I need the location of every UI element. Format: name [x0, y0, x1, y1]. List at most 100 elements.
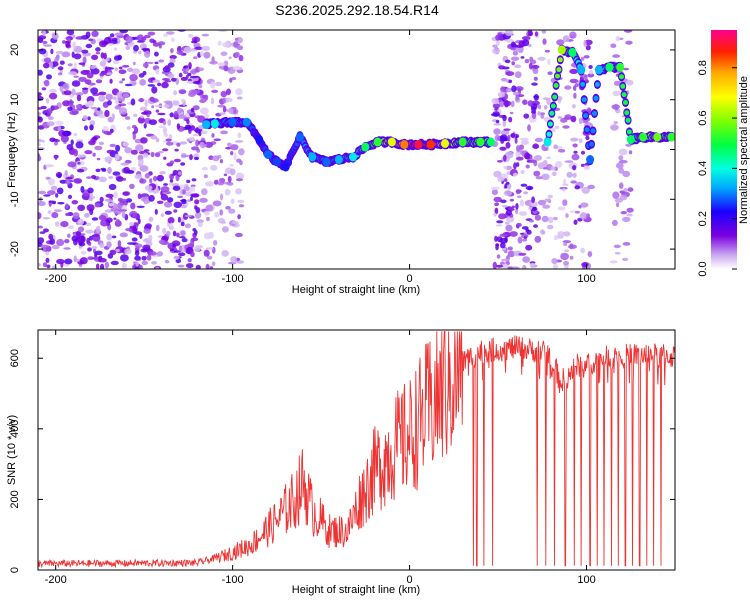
- speckle: [47, 190, 56, 196]
- speckle: [155, 104, 163, 108]
- speckle: [67, 194, 73, 199]
- speckle: [163, 133, 169, 137]
- speckle: [532, 206, 537, 212]
- speckle: [494, 235, 498, 242]
- speckle: [235, 88, 243, 96]
- speckle: [101, 168, 107, 172]
- speckle: [585, 135, 590, 141]
- speckle: [53, 209, 63, 213]
- ridge-point: [476, 137, 485, 147]
- speckle: [49, 88, 57, 93]
- speckle: [563, 178, 567, 185]
- speckle: [205, 204, 214, 212]
- speckle: [507, 134, 511, 142]
- speckle: [169, 173, 175, 180]
- speckle: [115, 218, 120, 224]
- speckle: [547, 58, 551, 66]
- speckle: [115, 98, 119, 105]
- speckle: [190, 251, 195, 258]
- speckle: [518, 211, 528, 217]
- speckle: [527, 186, 532, 191]
- speckle: [616, 202, 620, 208]
- speckle: [65, 177, 73, 180]
- speckle: [623, 30, 633, 33]
- speckle: [44, 57, 51, 64]
- speckle: [515, 47, 520, 52]
- speckle: [524, 152, 531, 160]
- speckle: [234, 140, 244, 143]
- speckle: [572, 143, 578, 148]
- speckle: [38, 107, 43, 110]
- speckle: [65, 212, 71, 217]
- speckle: [515, 150, 521, 158]
- speckle: [136, 40, 145, 43]
- speckle: [54, 154, 58, 161]
- ridge-point: [414, 140, 423, 149]
- speckle: [134, 126, 139, 134]
- speckle: [505, 87, 513, 93]
- speckle: [155, 266, 160, 269]
- speckle: [186, 179, 191, 184]
- speckle: [580, 150, 586, 155]
- speckle: [531, 196, 535, 203]
- speckle: [170, 48, 174, 54]
- speckle: [618, 159, 628, 164]
- ridge-point: [349, 152, 357, 162]
- speckle: [60, 221, 69, 228]
- speckle: [562, 183, 569, 186]
- speckle: [73, 45, 83, 53]
- speckle: [537, 104, 542, 110]
- speckle: [534, 31, 539, 37]
- speckle: [180, 162, 186, 166]
- speckle: [199, 99, 207, 103]
- speckle: [55, 120, 64, 125]
- speckle: [569, 255, 574, 260]
- speckle: [130, 149, 138, 155]
- colorbar-gradient: [711, 30, 737, 269]
- speckle: [180, 76, 188, 81]
- speckle: [43, 44, 53, 47]
- speckle: [560, 117, 568, 123]
- speckle: [88, 85, 92, 91]
- speckle: [206, 216, 210, 222]
- speckle: [612, 219, 618, 226]
- speckle: [78, 242, 86, 247]
- speckle: [54, 139, 60, 143]
- speckle: [510, 100, 515, 108]
- speckle: [585, 45, 591, 51]
- speckle: [234, 232, 243, 238]
- speckle: [194, 205, 198, 210]
- colorbar-tick-label: 0.2: [697, 211, 709, 226]
- x-tick-label: 0: [407, 273, 413, 285]
- speckle: [92, 152, 96, 157]
- speckle: [522, 264, 527, 269]
- speckle: [172, 230, 177, 237]
- speckle: [87, 247, 92, 252]
- speckle: [192, 228, 197, 232]
- speckle: [505, 221, 509, 225]
- speckle: [79, 233, 86, 236]
- speckle: [131, 237, 138, 242]
- speckle: [514, 64, 522, 69]
- speckle: [546, 156, 552, 159]
- spectrogram-x-axis-label: Height of straight line (km): [292, 284, 420, 296]
- ridge-point: [626, 135, 635, 144]
- speckle: [121, 211, 126, 219]
- speckle: [509, 231, 518, 237]
- ridge-point: [667, 132, 675, 142]
- speckle: [499, 233, 508, 237]
- speckle: [163, 156, 167, 160]
- speckle: [106, 233, 113, 241]
- speckle: [181, 238, 188, 243]
- speckle: [203, 232, 212, 240]
- speckle: [502, 119, 507, 127]
- speckle: [551, 171, 558, 176]
- speckle: [138, 73, 145, 78]
- speckle: [99, 196, 104, 203]
- y-tick-label: 400: [9, 420, 21, 438]
- speckle: [508, 79, 512, 84]
- ridge-point: [487, 137, 495, 147]
- speckle: [82, 87, 89, 90]
- speckle: [122, 65, 130, 68]
- speckle: [495, 119, 500, 124]
